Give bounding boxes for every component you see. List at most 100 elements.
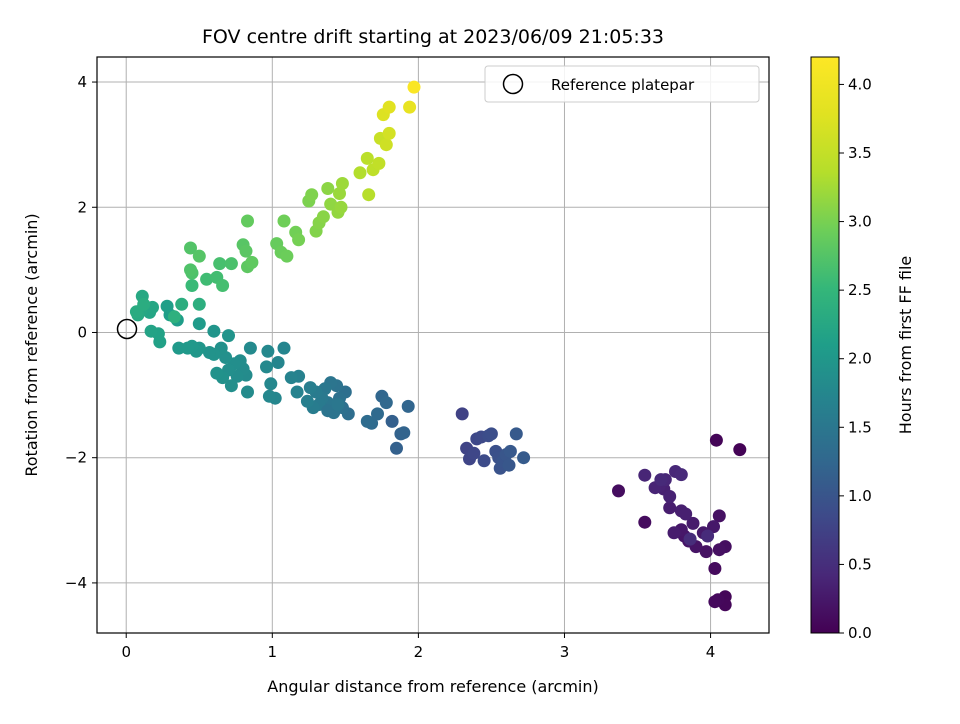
- colorbar-tick-label: 2.0: [848, 350, 872, 368]
- data-point: [701, 529, 715, 543]
- data-point: [222, 329, 235, 343]
- data-point: [612, 484, 625, 498]
- data-point: [321, 404, 335, 418]
- legend: Reference platepar: [484, 65, 760, 103]
- colorbar: [810, 56, 840, 634]
- data-point: [185, 279, 199, 292]
- x-axis-ticks: 0 1 2 3 4: [121, 633, 715, 661]
- data-point: [137, 297, 151, 311]
- data-point: [379, 138, 393, 152]
- data-point: [260, 360, 273, 374]
- data-point: [284, 371, 298, 385]
- data-point: [224, 379, 238, 393]
- data-point: [203, 346, 216, 359]
- data-point: [390, 441, 403, 455]
- colorbar-tick-label: 0.0: [848, 624, 872, 642]
- data-points: [129, 80, 747, 612]
- data-point: [245, 255, 259, 269]
- data-point: [210, 366, 224, 380]
- y-tick-label: −4: [65, 574, 87, 592]
- data-point: [184, 263, 197, 277]
- data-point: [213, 257, 227, 271]
- data-point: [175, 297, 189, 311]
- data-point: [192, 317, 206, 331]
- data-point: [243, 341, 257, 355]
- data-point: [502, 458, 516, 472]
- data-point: [709, 433, 723, 447]
- data-point: [708, 562, 722, 575]
- data-point: [360, 151, 374, 165]
- data-point: [353, 166, 367, 180]
- data-point: [192, 249, 206, 263]
- data-point: [382, 100, 396, 114]
- data-point: [261, 344, 275, 358]
- data-point: [517, 451, 531, 465]
- data-point: [305, 188, 319, 202]
- data-point: [686, 516, 700, 530]
- plot-frame: [96, 56, 770, 634]
- data-point: [654, 473, 668, 487]
- data-point: [277, 341, 291, 355]
- data-point: [184, 241, 197, 255]
- data-point: [200, 272, 214, 286]
- data-point: [708, 595, 722, 609]
- data-point: [331, 398, 345, 411]
- data-point: [509, 427, 523, 441]
- data-point: [303, 381, 317, 395]
- colorbar-tick-label: 2.5: [848, 281, 872, 299]
- data-point: [300, 394, 314, 408]
- data-point: [683, 532, 697, 546]
- data-point: [707, 520, 720, 534]
- data-point: [663, 501, 677, 515]
- y-tick-label: 0: [77, 323, 87, 341]
- data-point: [401, 399, 415, 413]
- data-point: [192, 297, 206, 311]
- y-tick-label: 4: [77, 73, 87, 91]
- data-point: [207, 324, 221, 338]
- data-point: [382, 126, 396, 140]
- data-point: [667, 526, 681, 540]
- data-point: [371, 407, 384, 421]
- colorbar-ticks: 0.0 0.5 1.0 1.5 2.0 2.5 3.0 3.5 4.0: [839, 75, 872, 642]
- legend-entry: Reference platepar: [551, 76, 695, 94]
- data-point: [403, 100, 417, 114]
- colorbar-tick-label: 4.0: [848, 75, 872, 93]
- x-tick-label: 4: [706, 643, 716, 661]
- data-point: [216, 279, 230, 292]
- data-point: [172, 341, 186, 355]
- data-point: [144, 324, 158, 338]
- data-point: [385, 414, 399, 428]
- legend-box: [484, 65, 760, 103]
- data-point: [321, 182, 335, 195]
- data-point: [271, 356, 285, 369]
- data-point: [699, 545, 713, 559]
- data-point: [733, 443, 747, 457]
- data-point: [290, 385, 304, 399]
- y-tick-label: −2: [65, 449, 87, 467]
- chart-title: FOV centre drift starting at 2023/06/09 …: [202, 26, 664, 48]
- data-point: [277, 214, 291, 228]
- data-point: [407, 80, 421, 94]
- data-point: [316, 210, 330, 224]
- data-point: [362, 188, 376, 202]
- x-tick-label: 1: [268, 643, 278, 661]
- reference-platepar-marker: [116, 318, 138, 340]
- x-tick-label: 0: [121, 643, 131, 661]
- data-point: [264, 377, 278, 391]
- data-point: [679, 507, 693, 521]
- data-point: [638, 468, 652, 482]
- colorbar-label: Hours from first FF file: [896, 256, 915, 435]
- data-point: [503, 444, 517, 458]
- colorbar-tick-label: 1.5: [848, 418, 872, 436]
- data-point: [372, 156, 386, 170]
- data-point: [333, 187, 346, 200]
- y-axis-ticks: −4 −2 0 2 4: [65, 73, 97, 592]
- data-point: [360, 414, 374, 428]
- data-point: [239, 244, 253, 258]
- data-point: [638, 515, 652, 529]
- data-point: [334, 200, 348, 214]
- y-tick-label: 2: [77, 198, 87, 216]
- data-point: [292, 233, 306, 247]
- colorbar-tick-label: 1.0: [848, 487, 872, 505]
